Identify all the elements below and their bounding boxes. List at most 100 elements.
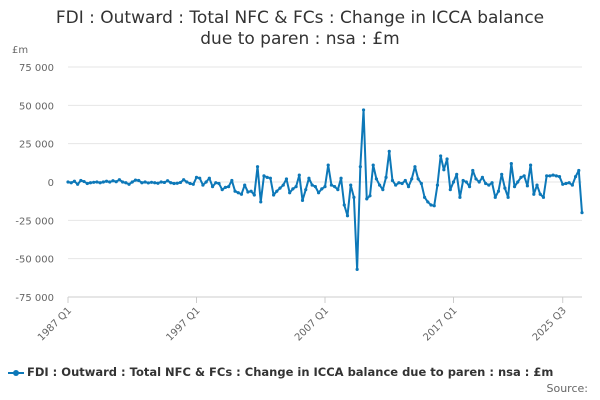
- data-point: [76, 182, 80, 186]
- data-point: [239, 192, 244, 196]
- data-point: [297, 173, 301, 177]
- data-point: [429, 203, 433, 207]
- data-point: [124, 181, 128, 185]
- data-point: [471, 168, 475, 173]
- data-point: [72, 179, 77, 183]
- data-point: [92, 180, 96, 184]
- data-point: [358, 165, 362, 169]
- data-point: [557, 175, 562, 179]
- data-point: [265, 175, 269, 179]
- data-point: [490, 181, 494, 185]
- data-point: [345, 214, 350, 218]
- chart-title: FDI : Outward : Total NFC & FCs : Change…: [0, 8, 600, 50]
- data-point: [410, 177, 414, 181]
- y-tick-label: -75 000: [15, 293, 54, 304]
- x-tick-label: 2007 Q1: [293, 305, 331, 343]
- data-point: [133, 178, 138, 182]
- data-point: [111, 179, 115, 183]
- data-point: [439, 154, 443, 158]
- legend-marker-icon: [8, 368, 24, 378]
- data-point: [284, 177, 289, 181]
- data-point: [210, 185, 215, 189]
- data-point: [313, 185, 317, 189]
- data-point: [121, 180, 125, 184]
- data-point: [529, 163, 533, 167]
- data-point: [140, 181, 144, 185]
- data-point: [146, 181, 150, 185]
- data-point: [169, 181, 173, 185]
- data-point: [448, 188, 452, 192]
- data-point: [519, 175, 523, 179]
- data-point: [143, 180, 147, 184]
- data-point: [117, 178, 121, 182]
- data-point: [178, 180, 183, 185]
- data-point: [85, 181, 89, 186]
- data-point: [374, 177, 378, 181]
- data-point: [500, 172, 504, 176]
- data-point: [487, 183, 491, 187]
- data-point: [108, 180, 112, 184]
- data-point: [413, 165, 417, 169]
- y-axis-unit-label: £m: [12, 45, 29, 56]
- data-point: [130, 180, 134, 184]
- x-tick-label: 2025 Q3: [531, 305, 569, 343]
- data-point: [304, 188, 308, 192]
- data-point: [567, 181, 571, 185]
- data-point: [268, 176, 272, 180]
- data-point: [384, 175, 388, 179]
- data-point: [400, 181, 404, 186]
- y-tick-label: -50 000: [15, 255, 54, 266]
- data-point: [149, 180, 154, 184]
- data-point: [339, 176, 343, 180]
- data-point: [66, 180, 70, 184]
- data-point: [194, 175, 199, 179]
- data-point: [236, 191, 240, 195]
- data-point: [223, 185, 228, 189]
- data-point: [474, 177, 478, 181]
- data-point: [516, 180, 520, 184]
- x-tick-label: 1997 Q1: [165, 305, 203, 343]
- data-point: [198, 176, 202, 180]
- data-point: [561, 182, 565, 186]
- data-point: [262, 174, 266, 178]
- data-point: [403, 178, 407, 183]
- data-point: [114, 180, 118, 184]
- data-point: [419, 181, 423, 186]
- x-tick-label: 2017 Q1: [422, 305, 460, 343]
- data-point: [69, 181, 73, 185]
- data-point: [496, 189, 501, 193]
- data-point: [397, 181, 401, 185]
- data-point: [182, 178, 186, 182]
- data-point: [455, 172, 459, 176]
- data-point: [333, 185, 337, 189]
- data-point: [564, 181, 568, 186]
- legend[interactable]: FDI : Outward : Total NFC & FCs : Change…: [8, 365, 598, 379]
- data-point: [291, 187, 295, 191]
- data-point: [467, 185, 472, 189]
- data-point: [165, 179, 170, 183]
- data-point: [522, 174, 526, 178]
- data-point: [326, 163, 330, 167]
- y-tick-label: 50 000: [19, 101, 54, 112]
- data-point: [422, 195, 427, 199]
- data-point: [201, 183, 205, 187]
- data-point: [323, 185, 327, 189]
- data-point: [188, 181, 192, 186]
- data-point: [204, 180, 208, 184]
- data-point: [294, 185, 298, 189]
- data-point: [493, 195, 497, 199]
- data-point: [580, 211, 584, 215]
- legend-label: FDI : Outward : Total NFC & FCs : Change…: [27, 365, 554, 379]
- data-point: [551, 173, 555, 177]
- data-point: [272, 193, 276, 197]
- data-point: [445, 157, 449, 161]
- data-point: [416, 177, 420, 181]
- data-point: [461, 178, 465, 183]
- data-point: [570, 183, 574, 187]
- data-point: [156, 181, 160, 185]
- data-point: [217, 181, 221, 186]
- data-point: [82, 179, 86, 184]
- data-point: [230, 178, 234, 183]
- y-tick-label: -25 000: [15, 216, 54, 227]
